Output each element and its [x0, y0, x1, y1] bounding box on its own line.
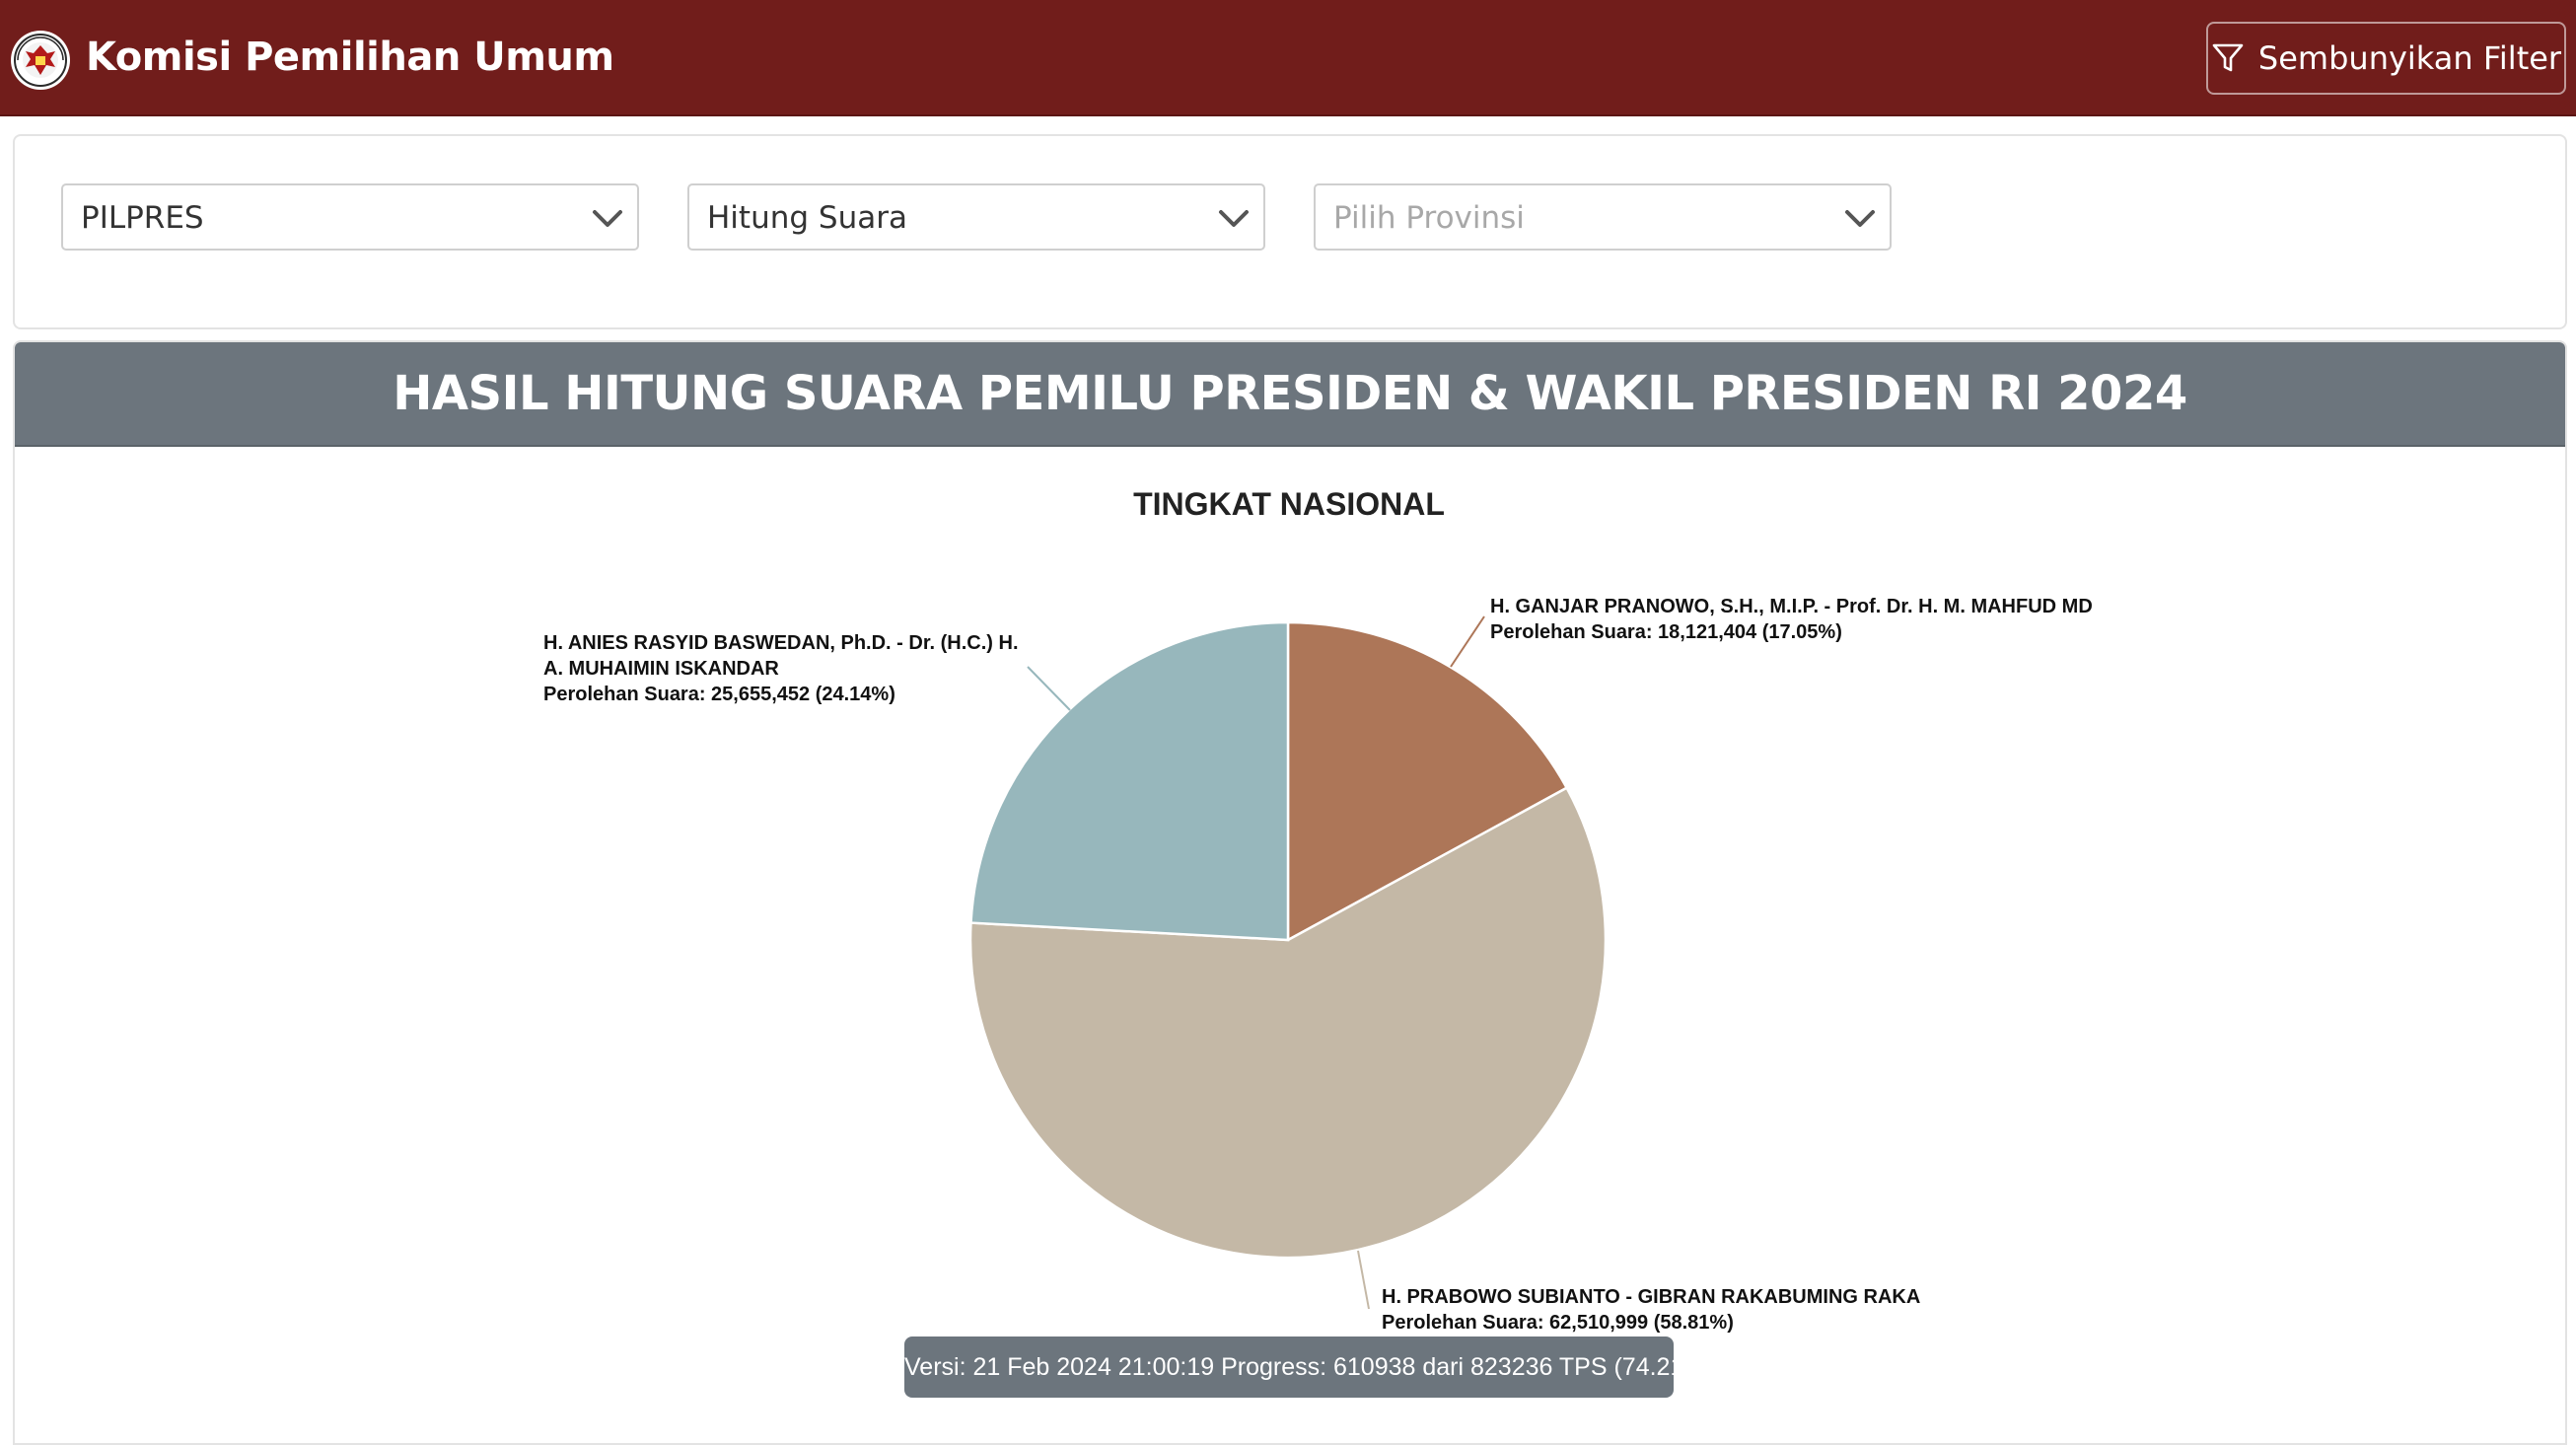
result-header: HASIL HITUNG SUARA PEMILU PRESIDEN & WAK… [15, 342, 2565, 447]
province-select[interactable]: Pilih Provinsi [1314, 183, 1892, 251]
data-type-value: Hitung Suara [707, 200, 907, 236]
slice-vote-detail: Perolehan Suara: 62,510,999 (58.81%) [1382, 1312, 1734, 1334]
brand-title[interactable]: Komisi Pemilihan Umum [86, 35, 614, 80]
province-placeholder: Pilih Provinsi [1333, 200, 1525, 236]
funnel-icon [2211, 41, 2245, 75]
election-type-select[interactable]: PILPRES [61, 183, 639, 251]
pie-slice[interactable] [1286, 620, 1569, 943]
filter-panel: PILPRES Hitung Suara Pilih Provinsi [13, 134, 2567, 329]
hide-filter-label: Sembunyikan Filter [2257, 39, 2562, 77]
pie-slice[interactable] [968, 786, 1608, 1260]
slice-candidate-label: H. ANIES RASYID BASWEDAN, Ph.D. - Dr. (H… [543, 632, 1019, 654]
chevron-down-icon [1842, 203, 1878, 233]
data-type-select[interactable]: Hitung Suara [687, 183, 1265, 251]
election-type-value: PILPRES [81, 200, 204, 236]
chevron-down-icon [590, 203, 625, 233]
label-connector [1027, 666, 1071, 711]
slice-vote-detail: Perolehan Suara: 25,655,452 (24.14%) [543, 684, 895, 705]
slice-candidate-label: H. PRABOWO SUBIANTO - GIBRAN RAKABUMING … [1382, 1286, 1920, 1308]
result-title: HASIL HITUNG SUARA PEMILU PRESIDEN & WAK… [393, 366, 2187, 421]
chevron-down-icon [1216, 203, 1252, 233]
pie-slice[interactable] [969, 620, 1290, 942]
kpu-logo [10, 30, 71, 91]
label-connector [1450, 615, 1485, 668]
pie-labels: H. GANJAR PRANOWO, S.H., M.I.P. - Prof. … [543, 596, 2093, 1334]
version-progress-info: Versi: 21 Feb 2024 21:00:19 Progress: 61… [904, 1337, 1714, 1398]
pie-slices [968, 620, 1608, 1260]
result-card: HASIL HITUNG SUARA PEMILU PRESIDEN & WAK… [13, 340, 2567, 1445]
slice-candidate-label: A. MUHAIMIN ISKANDAR [543, 658, 779, 680]
chart-title: TINGKAT NASIONAL [1133, 486, 1445, 522]
navbar: Komisi Pemilihan Umum Sembunyikan Filter [0, 0, 2576, 116]
slice-candidate-label: H. GANJAR PRANOWO, S.H., M.I.P. - Prof. … [1490, 596, 2093, 617]
hide-filter-button[interactable]: Sembunyikan Filter [2206, 22, 2566, 95]
slice-vote-detail: Perolehan Suara: 18,121,404 (17.05%) [1490, 621, 1842, 643]
label-connector [1357, 1250, 1370, 1310]
